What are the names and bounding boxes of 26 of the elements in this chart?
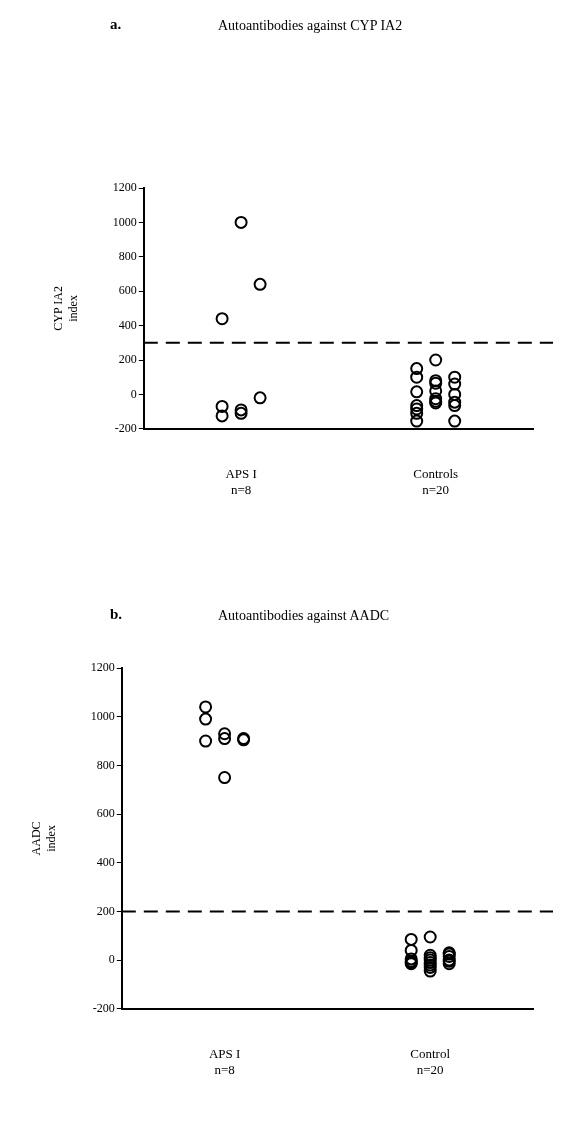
y-tick-label: 0 [108, 952, 115, 967]
x-tick-label: APS I n=8 [225, 466, 257, 497]
chart-title: Autoantibodies against CYP IA2 [218, 18, 403, 34]
chart-title: Autoantibodies against AADC [218, 608, 390, 624]
text: b. [110, 606, 123, 623]
y-tick-label: 400 [96, 854, 115, 869]
y-tick-label: 1200 [112, 180, 137, 195]
y-tick-label: 800 [118, 248, 137, 263]
y-axis-title: AADC index [29, 821, 58, 856]
text: a. [110, 16, 122, 33]
y-tick-label: 1000 [112, 214, 137, 229]
y-tick-label: -200 [114, 420, 137, 435]
y-axis-title: CYP IA2 index [51, 286, 80, 331]
y-tick-label: 200 [96, 903, 115, 918]
y-tick-label: 200 [118, 352, 137, 367]
y-tick-label: 400 [118, 317, 137, 332]
y-tick-label: 0 [130, 386, 137, 401]
y-tick-label: 800 [96, 757, 115, 772]
x-tick-label: Controls n=20 [413, 466, 459, 497]
y-tick-label: 1000 [90, 708, 115, 723]
x-tick-label: APS I n=8 [208, 1046, 241, 1077]
y-tick-label: 600 [96, 806, 115, 821]
x-tick-label: Control n=20 [410, 1046, 451, 1077]
y-tick-label: 600 [118, 283, 137, 298]
y-tick-label: 1200 [90, 660, 115, 675]
y-tick-label: -200 [92, 1000, 115, 1015]
